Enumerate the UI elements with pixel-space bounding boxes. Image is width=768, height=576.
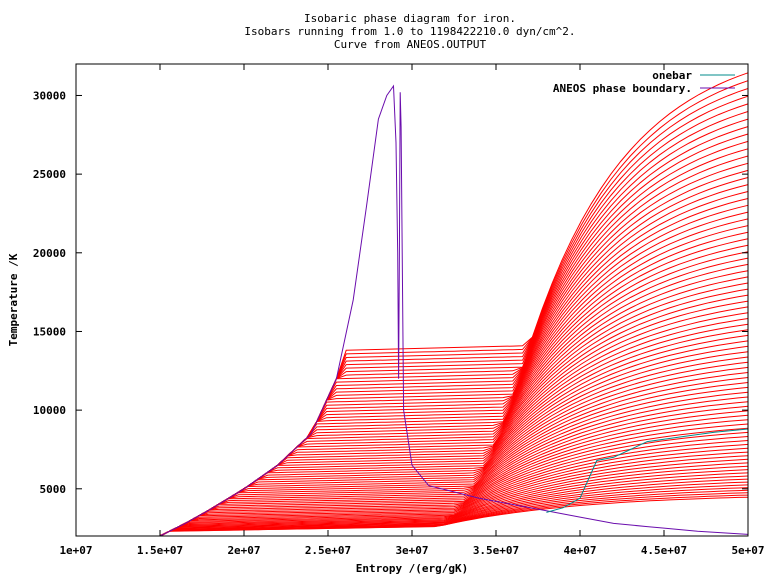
x-tick-label: 2e+07	[227, 544, 260, 557]
y-tick-label: 25000	[33, 168, 66, 181]
y-axis-label: Temperature /K	[7, 253, 20, 346]
phase-boundary-series	[159, 84, 749, 537]
x-tick-label: 5e+07	[731, 544, 764, 557]
isobar-line	[159, 382, 749, 537]
isobar-line	[159, 465, 749, 537]
isobar-line	[159, 447, 749, 537]
isobar-line	[159, 472, 749, 537]
isobar-line	[159, 440, 749, 537]
isobar-line	[159, 458, 749, 537]
isobar-line	[159, 377, 749, 537]
isobar-line	[159, 427, 749, 537]
isobar-line	[159, 462, 749, 537]
isobar-line	[159, 276, 749, 537]
isobar-line	[159, 469, 749, 537]
legend-label-onebar: onebar	[652, 69, 692, 82]
isobar-line	[159, 405, 749, 537]
isobar-line	[159, 372, 749, 537]
y-tick-label: 10000	[33, 404, 66, 417]
legend: onebar ANEOS phase boundary.	[553, 69, 735, 95]
x-tick-label: 1e+07	[59, 544, 92, 557]
y-axis-ticks: 5000 10000 15000 20000 25000 30000	[33, 89, 748, 496]
isobar-line	[159, 481, 749, 537]
chart-title-line-1: Isobaric phase diagram for iron.	[304, 12, 516, 25]
isobar-line	[159, 414, 749, 537]
isobar-line	[159, 431, 749, 537]
x-tick-label: 1.5e+07	[137, 544, 183, 557]
isobar-line	[159, 419, 749, 537]
isobar-line	[159, 356, 749, 537]
x-tick-label: 3.5e+07	[473, 544, 519, 557]
onebar-series	[546, 428, 749, 513]
isobar-lines	[159, 72, 749, 537]
isobar-line	[159, 184, 749, 537]
x-tick-label: 4e+07	[563, 544, 596, 557]
isobar-line	[159, 410, 749, 537]
x-axis-ticks: 1e+07 1.5e+07 2e+07 2.5e+07 3e+07 3.5e+07 4e+0…	[59, 64, 765, 557]
legend-label-boundary: ANEOS phase boundary.	[553, 82, 692, 95]
x-tick-label: 3e+07	[395, 544, 428, 557]
isobar-line	[159, 436, 749, 537]
isobar-line	[159, 455, 749, 537]
chart-title-line-2: Isobars running from 1.0 to 1198422210.0…	[244, 25, 575, 38]
y-tick-label: 30000	[33, 89, 66, 102]
x-axis-label: Entropy /(erg/gK)	[356, 562, 469, 575]
phase-boundary-line	[159, 84, 749, 537]
chart-title-line-3: Curve from ANEOS.OUTPUT	[334, 38, 487, 51]
y-tick-label: 5000	[40, 483, 67, 496]
isobar-line	[159, 478, 749, 537]
y-tick-label: 20000	[33, 247, 66, 260]
x-tick-label: 2.5e+07	[305, 544, 351, 557]
isobar-line	[159, 401, 749, 537]
isobar-line	[159, 423, 749, 537]
isobar-line	[159, 443, 749, 537]
isobar-line	[159, 451, 749, 537]
isobar-line	[159, 391, 749, 537]
isobar-line	[159, 126, 749, 537]
isobar-line	[159, 80, 749, 537]
onebar-line	[546, 428, 749, 513]
isobar-line	[159, 386, 749, 537]
isobar-line	[159, 475, 749, 537]
isobar-line	[159, 155, 749, 537]
y-tick-label: 15000	[33, 325, 66, 338]
isobar-line	[159, 361, 749, 537]
isobar-line	[159, 484, 749, 537]
isobar-line	[159, 366, 749, 537]
isobar-line	[159, 140, 749, 537]
isobar-line	[159, 95, 749, 537]
isobar-line	[159, 396, 749, 537]
x-tick-label: 4.5e+07	[641, 544, 687, 557]
